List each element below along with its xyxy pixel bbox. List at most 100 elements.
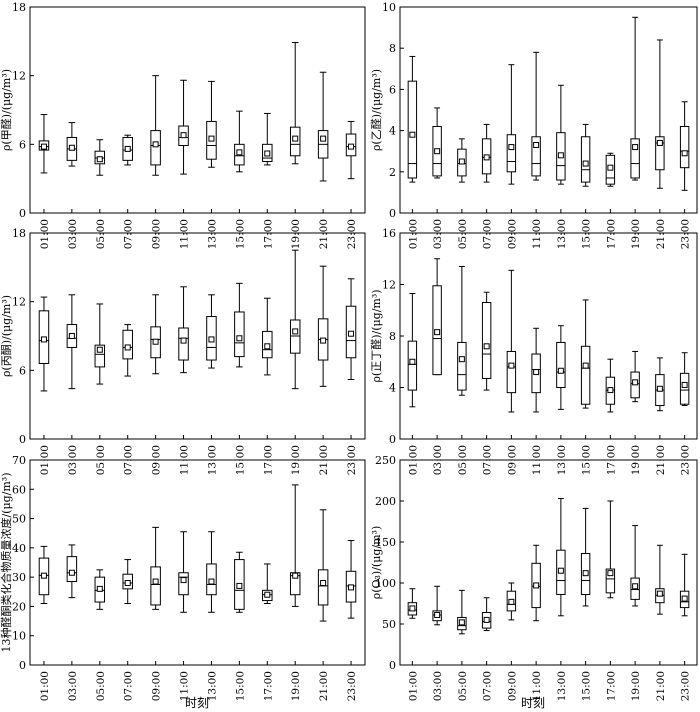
box-13:00	[206, 80, 217, 168]
x-tick-label: 07:00	[482, 671, 494, 701]
y-axis-title: ρ(乙醛)/(μg/m³)	[369, 69, 383, 151]
box-23:00	[679, 101, 690, 191]
y-tick-label: 2	[389, 166, 396, 179]
box-09:00	[506, 269, 517, 413]
x-tick-label: 05:00	[95, 671, 107, 701]
box-05:00	[94, 139, 106, 176]
mean-marker	[508, 144, 515, 151]
box-03:00	[432, 258, 442, 376]
box-11:00	[531, 544, 541, 622]
mean-marker	[508, 598, 515, 605]
x-axis-title-left: 时刻	[185, 696, 209, 710]
mean-marker	[124, 580, 131, 586]
y-tick-label: 20	[12, 600, 26, 613]
box-19:00	[289, 249, 301, 390]
mean-marker	[434, 611, 441, 618]
mean-marker	[96, 585, 103, 592]
x-tick-label: 07:00	[123, 219, 135, 249]
mean-marker	[681, 381, 688, 388]
x-tick-label: 09:00	[151, 219, 163, 249]
x-tick-label: 05:00	[457, 219, 469, 249]
box-03:00	[432, 585, 442, 626]
mean-marker	[264, 591, 271, 598]
iqr-box	[150, 566, 161, 606]
x-tick-label: 15:00	[581, 671, 593, 701]
iqr-box	[178, 572, 189, 596]
mean-marker	[208, 578, 215, 585]
mean-marker	[236, 582, 243, 589]
y-tick-label: 8	[389, 330, 396, 343]
box-09:00	[150, 75, 161, 176]
mean-marker	[152, 338, 159, 345]
y-tick-label: 70	[12, 454, 26, 467]
box-01:00	[407, 55, 418, 183]
mean-marker	[607, 164, 614, 171]
mean-marker	[483, 154, 490, 161]
mean-marker	[180, 577, 187, 584]
box-07:00	[122, 134, 133, 166]
box-13:00	[556, 325, 566, 410]
x-tick-label: 21:00	[318, 219, 330, 249]
box-11:00	[531, 51, 541, 181]
box-17:00	[605, 358, 616, 413]
x-tick-label: 15:00	[581, 219, 593, 249]
x-tick-label: 03:00	[67, 219, 79, 249]
mean-marker	[656, 139, 663, 146]
mean-marker	[483, 343, 490, 350]
y-tick-label: 30	[12, 571, 26, 584]
box-13:00	[206, 531, 217, 613]
x-tick-label: 21:00	[655, 219, 667, 249]
box-11:00	[178, 531, 189, 613]
mean-marker	[236, 149, 243, 156]
mean-marker	[508, 362, 515, 369]
box-21:00	[655, 39, 665, 189]
box-07:00	[481, 597, 492, 632]
mean-marker	[533, 369, 540, 376]
mean-marker	[607, 387, 614, 394]
mean-marker	[434, 148, 441, 155]
mean-marker	[533, 582, 540, 589]
box-03:00	[66, 544, 78, 599]
box-01:00	[407, 588, 418, 619]
plot-frame	[399, 6, 698, 214]
x-tick-label: 19:00	[290, 671, 302, 701]
mean-marker	[180, 132, 187, 139]
y-tick-label: 18	[12, 1, 26, 14]
box-09:00	[150, 294, 161, 375]
y-axis-title: 13种醛酮类化合物质量浓度/(μg/m³)	[0, 472, 13, 652]
x-tick-label: 23:00	[346, 219, 358, 249]
y-tick-label: 4	[389, 382, 396, 395]
iqr-box	[630, 138, 640, 179]
mean-marker	[236, 335, 243, 342]
mean-marker	[582, 362, 589, 369]
x-tick-label: 11:00	[179, 219, 191, 249]
mean-marker	[348, 584, 355, 591]
mean-marker	[208, 336, 215, 343]
x-tick-label: 03:00	[67, 671, 79, 701]
y-tick-label: 12	[382, 279, 396, 292]
x-tick-label: 01:00	[39, 219, 51, 249]
y-tick-label: 50	[12, 513, 26, 526]
iqr-box	[679, 125, 690, 169]
box-21:00	[317, 265, 329, 387]
x-tick-label: 17:00	[605, 219, 617, 249]
box-21:00	[317, 71, 329, 182]
x-tick-label: 07:00	[482, 219, 494, 249]
mean-marker	[557, 367, 564, 374]
mean-marker	[264, 343, 271, 350]
x-tick-label: 09:00	[151, 671, 163, 701]
mean-marker	[656, 590, 663, 597]
x-tick-label: 23:00	[680, 219, 692, 249]
x-tick-label: 11:00	[531, 671, 543, 701]
mean-marker	[292, 572, 299, 579]
mean-marker	[681, 595, 688, 602]
plot-frame	[29, 459, 366, 666]
mean-marker	[458, 356, 465, 363]
box-01:00	[407, 293, 418, 408]
y-tick-label: 0	[389, 659, 396, 672]
mean-marker	[180, 337, 187, 344]
mean-marker	[96, 156, 103, 163]
box-11:00	[178, 79, 189, 175]
